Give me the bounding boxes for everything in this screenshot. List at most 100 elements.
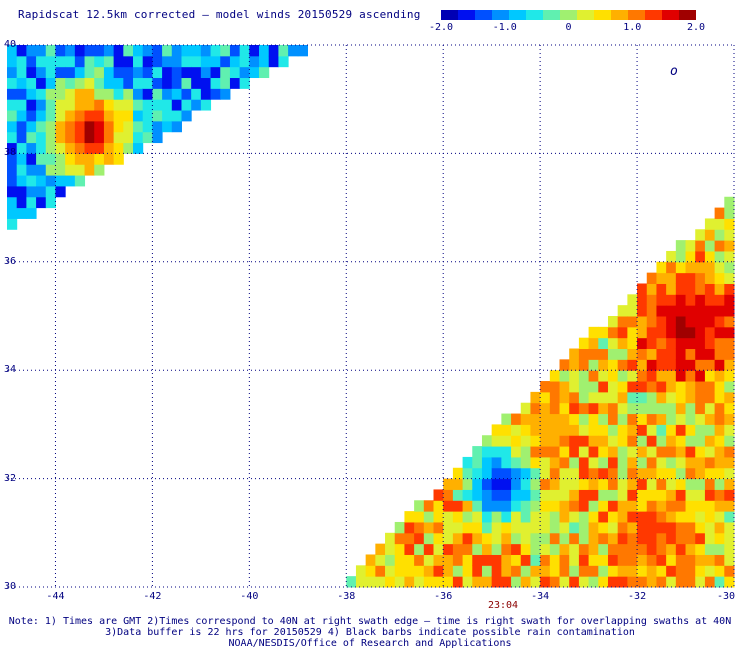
swath-cell [704,316,716,328]
swath-cell [210,55,221,68]
swath-cell [65,164,76,176]
swath-cell [646,478,657,490]
swath-cell [607,576,619,588]
swath-cell [695,521,706,534]
swath-cell [675,543,687,555]
swath-cell [549,413,561,425]
swath-cell [704,413,716,425]
swath-cell [675,424,687,436]
swath-cell [675,348,687,360]
swath-cell [685,261,696,274]
swath-cell [646,467,657,480]
swath-cell [695,283,706,295]
swath-cell [675,467,687,480]
swath-cell [714,435,725,447]
swath-cell [666,565,677,577]
swath-cell [598,478,609,490]
swath-cell [637,413,648,425]
swath-cell [491,500,502,512]
swath-cell [103,120,115,133]
swath-cell [704,521,716,534]
swath-cell [569,500,580,512]
swath-cell [704,565,716,577]
swath-cell [55,120,66,133]
swath-cell [55,66,66,79]
swath-cell [220,66,231,79]
swath-cell [65,110,76,122]
swath-cell [36,77,47,89]
swath-cell [646,511,657,523]
swath-cell [675,456,687,469]
swath-east [346,196,735,588]
swath-cell [675,511,687,523]
swath-cell [462,467,473,480]
swath-cell [685,500,696,512]
swath-cell [452,543,464,555]
swath-cell [695,229,706,241]
swath-cell [724,370,735,382]
swath-cell [695,359,706,371]
swath-cell [724,435,735,447]
swath-cell [607,435,619,447]
swath-cell [259,45,270,57]
swath-cell [103,153,115,165]
swath-cell [549,543,561,555]
swath-cell [501,521,512,534]
swath-cell [26,77,37,89]
swath-cell [704,500,716,512]
swath-cell [578,489,590,501]
swath-cell [423,511,435,523]
swath-cell [724,456,735,469]
swath-cell [200,55,212,68]
swath-cell [491,511,502,523]
swath-cell [433,500,444,512]
swath-cell [646,489,657,501]
swath-cell [36,110,47,122]
swath-cell [511,532,522,545]
swath-cell [65,55,76,68]
swath-cell [714,207,725,219]
swath-cell [578,576,590,588]
swath-cell [714,446,725,458]
swath-cell [666,294,677,306]
swath-cell [637,446,648,458]
swath-cell [171,45,182,57]
colorbar-cell [475,10,492,20]
swath-cell [695,500,706,512]
swath-cell [714,305,725,317]
swath-cell [45,55,56,68]
swath-cell [607,467,619,480]
swath-cell [656,467,667,480]
swath-cell [65,66,76,79]
swath-cell [171,88,182,100]
swath-cell [414,576,425,588]
colorbar-cell [628,10,645,20]
swath-cell [685,337,696,350]
swath-cell [355,565,367,577]
swath-cell [520,532,531,545]
swath-cell [617,402,628,415]
swath-cell [549,521,561,534]
swath-cell [627,478,638,490]
map-marker-o: o [670,64,678,79]
swath-cell [433,543,444,555]
swath-cell [617,565,628,577]
swath-cell [724,554,735,566]
swath-cell [569,413,580,425]
swath-cell [637,402,648,415]
swath-cell [646,272,657,284]
swath-cell [103,142,115,154]
swath-cell [540,424,551,436]
swath-cell [26,99,37,111]
swath-cell [511,511,522,523]
swath-cell [45,131,56,144]
swath-cell [491,576,502,588]
swath-cell [714,467,725,480]
latitude-label: 36 [4,255,17,267]
swath-west [7,45,308,230]
swath-cell [491,489,502,501]
swath-cell [646,348,657,360]
swath-cell [16,164,27,176]
swath-cell [559,489,570,501]
swath-cell [646,294,657,306]
